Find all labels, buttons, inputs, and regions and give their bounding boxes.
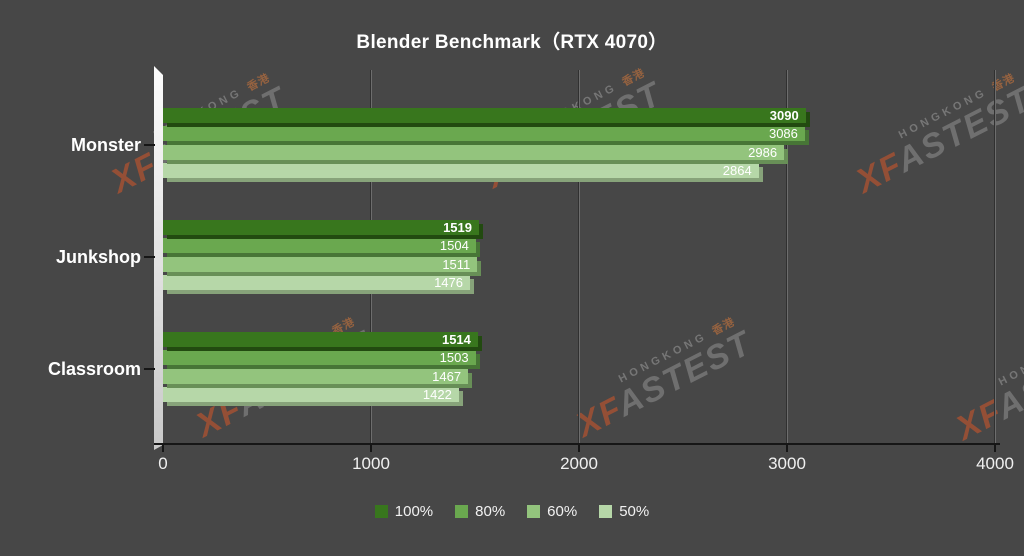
legend-item-50%: 50%: [599, 503, 649, 520]
y-axis-wall: [154, 66, 163, 450]
legend-label: 80%: [475, 503, 506, 520]
x-tick-label: 0: [158, 454, 168, 473]
legend-item-60%: 60%: [527, 503, 577, 520]
bar-classroom-80%: 1503: [163, 350, 476, 365]
category-tick: [144, 255, 155, 258]
bar-monster-80%: 3086: [163, 126, 805, 141]
x-axis-tick: [578, 445, 580, 452]
gridline: [786, 70, 788, 443]
chart-title: Blender Benchmark（RTX 4070）: [356, 32, 668, 53]
legend: 100% 80% 60% 50%: [0, 503, 1024, 520]
x-axis-line: [154, 443, 1000, 445]
bar-junkshop-60%: 1511: [163, 256, 478, 272]
gridline: [578, 70, 580, 443]
legend-swatch: [374, 505, 388, 518]
bar-junkshop-50%: 1476: [163, 275, 470, 290]
x-axis-tick: [370, 445, 372, 452]
x-tick-label: 1000: [352, 454, 390, 473]
watermark-subtext-latin: HONGKONG: [996, 333, 1024, 389]
x-axis-tick: [162, 445, 164, 452]
legend-label: 50%: [619, 503, 650, 520]
plot-area: 3090 3086 2986 2864 1519 1504 1511 1476 1514 1503…: [154, 70, 1000, 452]
bar-junkshop-80%: 1504: [163, 238, 476, 253]
x-tick-label: 3000: [768, 454, 806, 473]
x-axis-tick: [786, 445, 788, 452]
bar-value-label: 1503: [439, 350, 469, 365]
bar-value-label: 3090: [769, 107, 799, 123]
bar-value-label: 1504: [439, 238, 469, 253]
category-label-classroom: Classroom: [47, 358, 141, 379]
bar-value-label: 3086: [768, 126, 798, 141]
bar-classroom-50%: 1422: [163, 387, 459, 402]
legend-swatch: [599, 505, 613, 518]
bar-value-label: 1476: [434, 275, 463, 290]
bar-monster-50%: 2864: [163, 163, 759, 178]
category-tick: [144, 367, 155, 370]
legend-label: 100%: [394, 503, 434, 520]
legend-item-100%: 100%: [374, 503, 434, 520]
category-label-junkshop: Junkshop: [55, 246, 141, 267]
legend-item-80%: 80%: [455, 503, 505, 520]
bar-classroom-100%: 1514: [163, 331, 478, 347]
bar-value-label: 1467: [432, 368, 462, 384]
bar-value-label: 1422: [422, 387, 452, 402]
gridline: [994, 70, 996, 443]
x-tick-label: 4000: [976, 454, 1014, 473]
legend-swatch: [455, 505, 469, 518]
legend-label: 60%: [547, 503, 578, 520]
legend-swatch: [527, 505, 541, 518]
x-axis-tick: [994, 445, 996, 452]
bar-value-label: 2986: [748, 144, 778, 160]
bar-value-label: 1511: [442, 256, 471, 272]
bar-value-label: 1519: [443, 219, 472, 235]
bar-value-label: 1514: [441, 331, 471, 347]
category-label-monster: Monster: [70, 134, 141, 155]
bar-monster-100%: 3090: [163, 107, 806, 123]
bar-value-label: 2864: [722, 163, 752, 178]
category-tick: [144, 143, 155, 146]
bar-monster-60%: 2986: [163, 144, 785, 160]
bar-junkshop-100%: 1519: [163, 219, 479, 235]
x-tick-label: 2000: [560, 454, 598, 473]
bar-classroom-60%: 1467: [163, 368, 469, 384]
